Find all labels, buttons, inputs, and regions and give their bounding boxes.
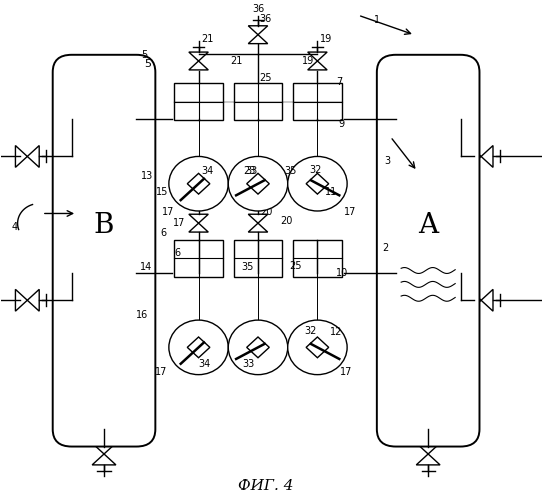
Circle shape xyxy=(228,320,288,374)
Text: ФИГ. 4: ФИГ. 4 xyxy=(238,479,294,493)
Bar xyxy=(233,84,282,120)
Text: 12: 12 xyxy=(330,328,343,338)
Circle shape xyxy=(288,320,347,374)
Text: 33: 33 xyxy=(242,358,254,368)
Text: 36: 36 xyxy=(252,4,264,14)
Text: 32: 32 xyxy=(304,326,317,336)
FancyBboxPatch shape xyxy=(53,55,155,446)
Text: 11: 11 xyxy=(325,187,337,197)
Bar xyxy=(233,240,282,277)
Text: 35: 35 xyxy=(242,262,254,272)
Text: 5: 5 xyxy=(144,59,151,69)
Text: 5: 5 xyxy=(141,50,148,60)
Text: 14: 14 xyxy=(140,262,152,272)
Text: 25: 25 xyxy=(289,260,301,270)
Text: 21: 21 xyxy=(201,34,213,43)
Bar xyxy=(293,240,342,277)
Text: A: A xyxy=(418,212,438,240)
Text: 17: 17 xyxy=(340,367,352,377)
Bar xyxy=(174,84,223,120)
Text: 32: 32 xyxy=(310,166,322,175)
Circle shape xyxy=(288,156,347,211)
Text: 3: 3 xyxy=(384,156,391,166)
Text: 17: 17 xyxy=(344,207,356,217)
Text: 13: 13 xyxy=(141,172,153,181)
Text: 6: 6 xyxy=(160,228,167,238)
Bar xyxy=(174,240,223,277)
Text: 6: 6 xyxy=(174,248,180,258)
Text: 1: 1 xyxy=(374,15,380,25)
Text: 25: 25 xyxy=(259,73,272,83)
Text: 2: 2 xyxy=(382,243,388,253)
Text: 34: 34 xyxy=(201,166,214,176)
Text: 20: 20 xyxy=(280,216,292,226)
Circle shape xyxy=(169,320,228,374)
Bar xyxy=(293,84,342,120)
Text: 34: 34 xyxy=(198,358,210,368)
Text: 15: 15 xyxy=(156,187,168,197)
Text: 10: 10 xyxy=(336,268,348,278)
Text: 19: 19 xyxy=(320,34,332,43)
Text: 21: 21 xyxy=(230,56,243,66)
Text: 36: 36 xyxy=(259,14,271,24)
Text: 23: 23 xyxy=(244,166,256,176)
Circle shape xyxy=(228,156,288,211)
FancyBboxPatch shape xyxy=(377,55,479,446)
Text: 17: 17 xyxy=(155,367,167,377)
Text: 16: 16 xyxy=(136,310,148,320)
Text: 7: 7 xyxy=(336,77,342,87)
Text: 17: 17 xyxy=(173,218,185,228)
Text: B: B xyxy=(94,212,114,240)
Text: 17: 17 xyxy=(162,207,174,217)
Text: 33: 33 xyxy=(245,166,257,176)
Text: 19: 19 xyxy=(302,56,314,66)
Text: 4: 4 xyxy=(12,222,18,232)
Text: 9: 9 xyxy=(339,118,345,128)
Text: 35: 35 xyxy=(284,166,296,176)
Text: 20: 20 xyxy=(261,207,273,217)
Circle shape xyxy=(169,156,228,211)
